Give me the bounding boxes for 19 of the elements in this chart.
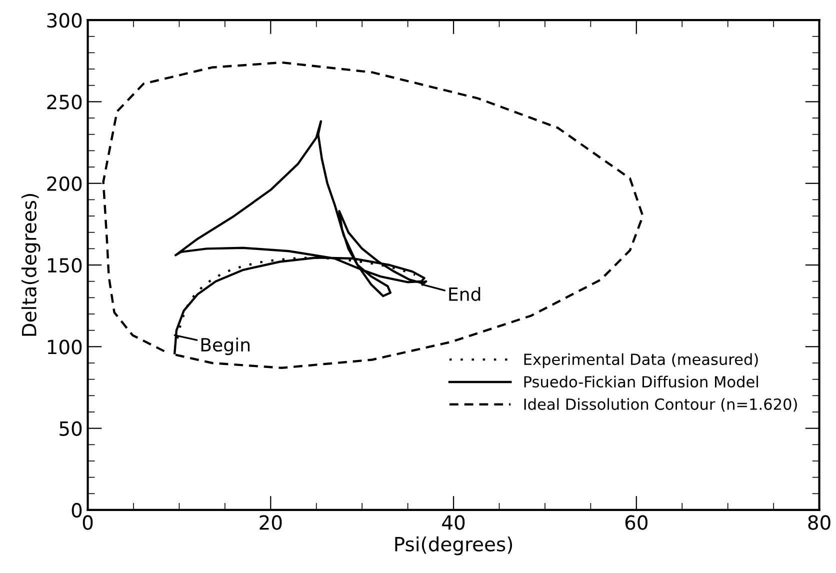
legend-label: Experimental Data (measured) bbox=[524, 353, 758, 368]
x-axis-title: Psi(degrees) bbox=[395, 536, 512, 556]
y-tick-label: 100 bbox=[48, 340, 82, 354]
y-tick-label: 200 bbox=[47, 176, 82, 192]
y-tick-label: 150 bbox=[48, 258, 82, 273]
y-tick-label: 250 bbox=[47, 94, 82, 110]
legend-label: Psuedo-Fickian Diffusion Model bbox=[524, 376, 758, 388]
annotation: Begin bbox=[201, 338, 250, 356]
y-axis-title: Delta(degrees) bbox=[21, 194, 40, 336]
legend-label: Ideal Dissolution Contour (n=1.620) bbox=[524, 398, 797, 412]
y-tick-label: 50 bbox=[60, 421, 82, 436]
annotation: End bbox=[449, 286, 480, 301]
x-tick-label: 80 bbox=[808, 515, 830, 530]
x-tick-label: 20 bbox=[260, 515, 282, 530]
x-tick-label: 40 bbox=[442, 515, 465, 530]
y-tick-label: 0 bbox=[72, 502, 82, 518]
x-tick-label: 0 bbox=[82, 515, 93, 530]
y-tick-label: 300 bbox=[47, 13, 82, 28]
x-tick-label: 60 bbox=[625, 515, 648, 530]
